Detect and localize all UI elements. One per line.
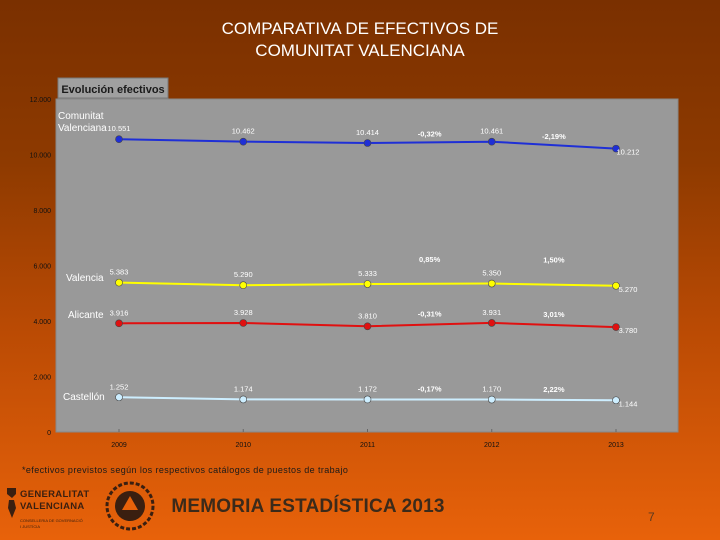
data-label: 3.928 <box>234 308 253 317</box>
change-label: -0,31% <box>418 310 442 319</box>
data-label: 3.810 <box>358 311 377 320</box>
change-label: 2,22% <box>543 385 565 394</box>
generalitat-emblem-icon <box>7 488 16 518</box>
x-tick-label: 2012 <box>484 442 500 449</box>
data-label: 1.174 <box>234 384 253 393</box>
x-tick-label: 2013 <box>608 442 624 449</box>
data-label: 1.144 <box>619 399 638 408</box>
change-label: 3,01% <box>543 310 565 319</box>
series-name-label: Alicante <box>68 310 104 321</box>
data-point <box>239 281 248 290</box>
change-label: 1,50% <box>543 256 565 265</box>
logo-subtext-line-1: CONSELLERIA DE GOVERNACIÓ <box>20 518 83 523</box>
data-point <box>115 393 123 402</box>
data-label: 3.931 <box>482 308 501 317</box>
y-tick-label: 8.000 <box>33 208 51 215</box>
data-point <box>239 395 248 404</box>
data-point <box>487 137 496 146</box>
chart-area: Evolución efectivos 0 2.000 4.000 6.000 8.000… <box>30 77 679 449</box>
data-point <box>487 319 496 327</box>
data-label: 1.170 <box>482 385 501 394</box>
data-label: 5.290 <box>234 270 253 279</box>
data-point <box>612 396 620 405</box>
y-tick-label: 2.000 <box>33 375 51 382</box>
change-label: -0,32% <box>418 129 442 138</box>
data-point <box>612 144 620 153</box>
y-tick-label: 12.000 <box>30 97 52 104</box>
data-label: 10.414 <box>356 128 379 137</box>
slide-title-line-2: COMUNITAT VALENCIANA <box>255 41 465 60</box>
series-name-label: Comunitat <box>58 111 104 122</box>
series-name-label: Valencia <box>66 273 104 284</box>
slide-title: COMPARATIVA DE EFECTIVOS DE COMUNITAT VA… <box>0 18 720 62</box>
series-name-label: Valenciana <box>58 123 107 134</box>
data-point <box>115 135 123 144</box>
data-point <box>363 322 372 331</box>
logo-subtext-line-2: I JUSTÍCIA <box>20 524 41 529</box>
data-point <box>487 395 496 404</box>
data-label: 5.333 <box>358 269 377 278</box>
data-label: 1.172 <box>358 384 377 393</box>
data-label: 3.780 <box>619 326 638 335</box>
page-number: 7 <box>648 510 655 524</box>
data-label: 3.916 <box>110 308 129 317</box>
report-title: MEMORIA ESTADÍSTICA 2013 <box>171 496 445 517</box>
y-tick-label: 4.000 <box>33 319 51 326</box>
footnote: *efectivos previstos según los respectiv… <box>22 465 349 475</box>
series-name-label: Castellón <box>63 392 105 403</box>
data-point <box>239 319 248 327</box>
chart-title: Evolución efectivos <box>61 84 164 96</box>
data-label: 10.462 <box>232 127 255 136</box>
data-label: 1.252 <box>110 382 129 391</box>
data-label: 10.461 <box>480 127 503 136</box>
data-label: 10.212 <box>617 148 640 157</box>
slide-title-line-1: COMPARATIVA DE EFECTIVOS DE <box>221 19 499 38</box>
x-tick-label: 2010 <box>235 442 251 449</box>
change-label: -2,19% <box>542 132 566 141</box>
data-label: 10.551 <box>108 124 131 133</box>
data-point <box>363 139 372 147</box>
data-point <box>239 137 248 146</box>
chart-title-box <box>57 77 169 99</box>
data-point <box>363 395 372 404</box>
y-tick-label: 6.000 <box>33 264 51 271</box>
data-label: 5.383 <box>110 268 129 277</box>
plot-area <box>55 98 679 433</box>
x-tick-label: 2011 <box>360 442 375 449</box>
change-label: -0,17% <box>418 385 442 394</box>
data-point <box>487 279 496 288</box>
y-tick-label: 10.000 <box>30 153 52 160</box>
data-point <box>612 323 620 331</box>
seal-icon <box>105 481 155 531</box>
data-label: 5.350 <box>482 269 501 278</box>
data-point <box>115 278 123 287</box>
logo-text-line-2: VALENCIANA <box>20 501 85 512</box>
data-point <box>612 281 620 290</box>
data-point <box>115 319 123 328</box>
change-label: 0,85% <box>419 255 441 264</box>
data-point <box>363 280 372 288</box>
x-tick-label: 2009 <box>111 442 127 449</box>
logo-text-line-1: GENERALITAT <box>20 489 90 500</box>
data-label: 5.270 <box>619 285 638 294</box>
y-tick-label: 0 <box>47 430 51 437</box>
generalitat-logo: GENERALITAT VALENCIANA CONSELLERIA DE GO… <box>4 484 104 536</box>
